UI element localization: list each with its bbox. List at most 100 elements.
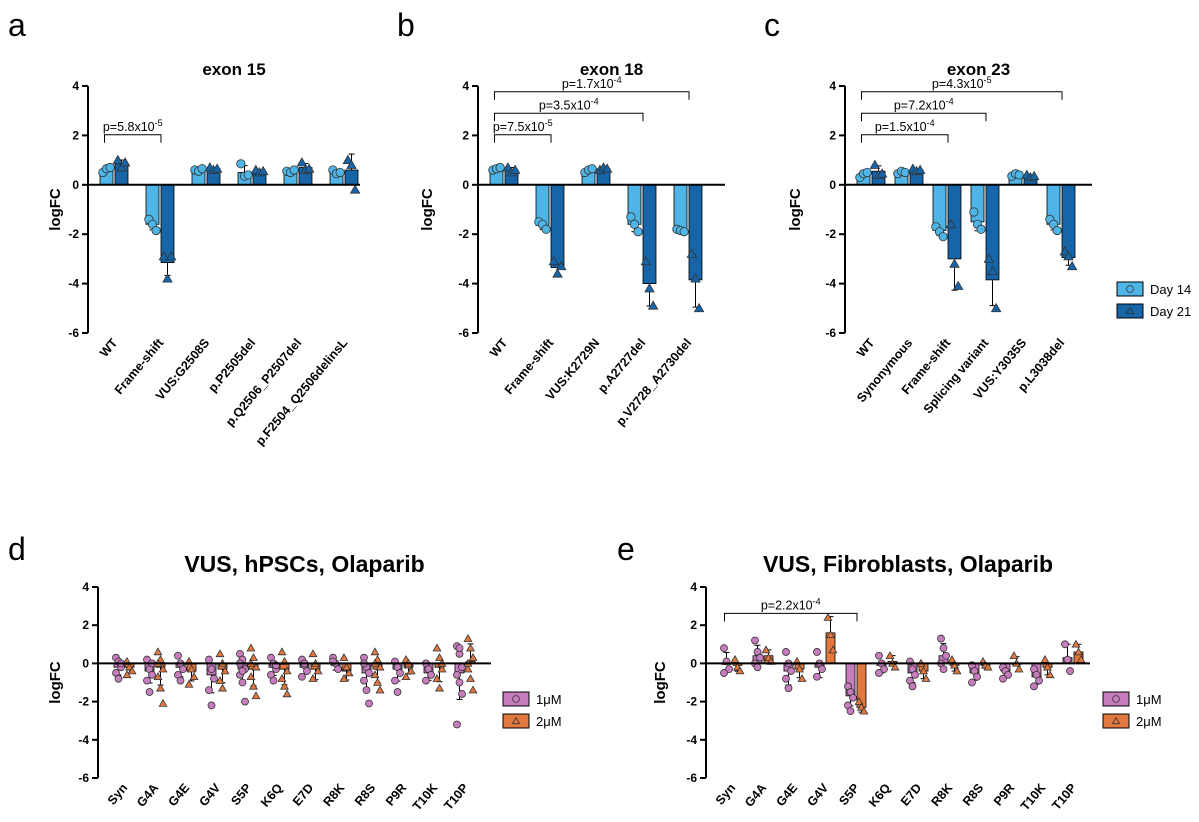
data-point (823, 612, 833, 621)
data-point (466, 674, 475, 682)
data-point (784, 684, 793, 693)
data-point (949, 258, 960, 268)
data-point (335, 167, 345, 178)
category-label-wt: WT (97, 336, 120, 360)
p-value-base: p=7.2x10 (894, 98, 946, 112)
data-point (914, 164, 926, 174)
category-label-p9r: P9R (991, 781, 1017, 809)
data-point (690, 273, 701, 283)
data-point (1066, 667, 1074, 675)
bars (720, 612, 1086, 716)
data-point (298, 672, 306, 681)
data-point (846, 707, 855, 716)
data-point (220, 666, 230, 675)
bar-day-21-p-a2727del (642, 184, 657, 285)
p-value-label: p=1.5x10-4 (875, 118, 935, 134)
bracket-line (494, 91, 690, 100)
data-point (174, 651, 182, 660)
data-point (720, 669, 728, 677)
data-point (735, 666, 745, 675)
data-point (987, 265, 998, 276)
data-point (251, 662, 261, 671)
data-point (647, 300, 659, 310)
data-point (1063, 251, 1074, 261)
data-point (1059, 246, 1071, 256)
data-point (869, 159, 881, 169)
p-value-exponent: -4 (591, 96, 599, 106)
category-label-g4v: G4V (196, 780, 223, 809)
data-point (463, 664, 473, 673)
data-point (828, 645, 838, 654)
data-point (939, 644, 948, 653)
data-point (859, 706, 869, 715)
data-point (427, 670, 435, 679)
data-point (176, 676, 185, 685)
p-value-exponent: -4 (927, 118, 935, 128)
bracket-line (861, 112, 987, 122)
data-point (207, 665, 216, 674)
data-point (541, 224, 551, 234)
panel-letter-c: c (764, 7, 780, 43)
data-point (257, 165, 269, 176)
data-point (277, 674, 287, 682)
data-point (370, 670, 380, 679)
data-point (393, 688, 402, 696)
data-point (921, 674, 931, 682)
data-point (437, 664, 447, 673)
data-point (875, 669, 883, 677)
data-point (151, 225, 161, 236)
category-label-e7d: E7D (290, 781, 316, 809)
p-value-base: p=2.2x10 (761, 598, 813, 612)
data-point (730, 654, 740, 663)
data-point (983, 253, 995, 263)
data-point (945, 218, 957, 229)
category-label-g4e: G4E (165, 781, 192, 809)
data-point (238, 667, 247, 675)
legend-marker (511, 716, 521, 725)
p-value-exponent: -4 (614, 75, 622, 85)
category-label-r8s: R8S (352, 781, 378, 809)
category-label-s5p: S5P (836, 781, 862, 808)
data-point (463, 633, 473, 642)
data-point (184, 679, 194, 688)
data-point (787, 667, 795, 675)
comparison-bracket: p=7.5x10-5 (493, 118, 553, 143)
data-point (205, 686, 213, 695)
data-point (937, 634, 945, 643)
category-label-t10k: T10K (1018, 781, 1048, 813)
data-point (282, 666, 292, 675)
data-point (468, 653, 478, 661)
data-point (334, 665, 342, 674)
category-label-syn: Syn (713, 781, 738, 808)
panel-letter-b: b (397, 7, 415, 43)
category-label-t10k: T10K (410, 781, 440, 813)
data-point (396, 669, 404, 677)
bars (488, 162, 705, 313)
p-value-exponent: -4 (813, 596, 821, 606)
data-point (432, 643, 442, 652)
data-point (210, 674, 218, 683)
data-point (269, 676, 278, 685)
y-axis-label: logFC (47, 188, 64, 231)
chart-exon-15: exon 15420-2-4-6logFCWTFrame-shiftVUS:G2… (47, 60, 361, 448)
data-point (241, 697, 249, 706)
data-point (215, 675, 225, 684)
p-value-exponent: -5 (545, 118, 553, 128)
data-point (280, 681, 289, 690)
legend-marker (1112, 695, 1120, 703)
y-tick-label: 2 (690, 618, 697, 632)
data-point (813, 672, 821, 681)
y-tick-label: 0 (690, 656, 697, 670)
p-value-base: p=7.5x10 (493, 120, 545, 134)
data-point (156, 683, 165, 692)
p-value-exponent: -5 (155, 118, 163, 128)
comparison-bracket: p=7.2x10-4 (861, 96, 987, 122)
p-value-label: p=7.2x10-4 (894, 96, 954, 112)
data-point (640, 255, 652, 266)
data-point (1009, 651, 1019, 660)
panel-letter-a: a (8, 7, 26, 43)
data-point (346, 159, 357, 169)
data-point (720, 644, 728, 653)
data-point (373, 677, 382, 686)
